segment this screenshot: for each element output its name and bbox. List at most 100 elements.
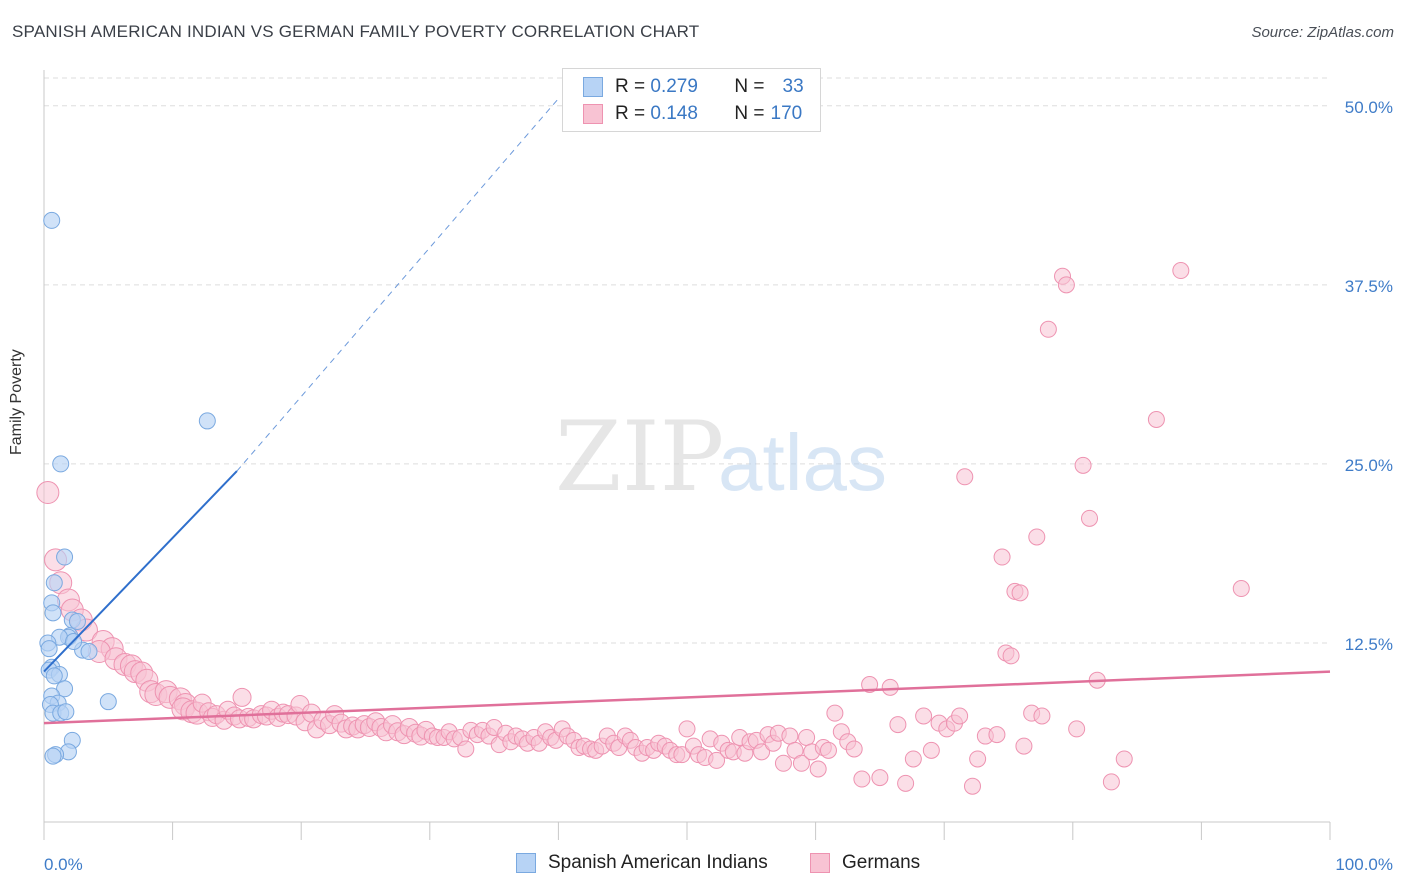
germans-point <box>36 481 60 505</box>
germans-point <box>853 770 871 788</box>
germans-point <box>889 716 907 734</box>
germans-point <box>1033 707 1051 725</box>
germans-point <box>792 754 810 772</box>
pink-swatch <box>583 104 603 124</box>
n-value: 33 <box>782 76 804 97</box>
spanish-american-indians-points <box>39 211 216 765</box>
spanish-american-indians-point <box>56 680 74 698</box>
pink-swatch <box>810 853 830 873</box>
grid-lines <box>44 77 1330 644</box>
r-label: R = <box>615 76 646 97</box>
n-value: 170 <box>770 103 803 124</box>
watermark: ZIP atlas <box>555 401 887 513</box>
y-tick-label: 12.5% <box>1345 635 1393 654</box>
trend-lines <box>43 98 1331 725</box>
germans-point <box>861 675 879 693</box>
germans-point <box>708 751 726 769</box>
germans-point <box>993 548 1011 566</box>
germans-point <box>1002 647 1020 665</box>
legend-label: Germans <box>842 852 921 873</box>
legend-item-germans[interactable]: Germans <box>810 852 920 874</box>
chart-title: SPANISH AMERICAN INDIAN VS GERMAN FAMILY… <box>12 22 700 41</box>
germans-point <box>969 750 987 768</box>
x-tick-label: 0.0% <box>44 855 83 874</box>
germans-point <box>826 704 844 722</box>
y-axis-label: Family Poverty <box>8 349 25 455</box>
germans-point <box>904 750 922 768</box>
r-value: 0.279 <box>650 76 698 97</box>
germans-point <box>457 740 475 758</box>
n-label: N = <box>734 76 765 97</box>
spanish-american-indians-point <box>57 703 75 721</box>
germans-point <box>678 720 696 738</box>
spanish-american-indians-point <box>198 412 216 430</box>
germans-point <box>753 743 771 761</box>
spanish-american-indians-point <box>45 667 63 685</box>
germans-point <box>1232 580 1250 598</box>
germans-point <box>922 741 940 759</box>
germans-point <box>1074 456 1092 474</box>
watermark-zip: ZIP <box>555 401 724 513</box>
germans-point <box>1102 773 1120 791</box>
y-tick-label: 25.0% <box>1345 456 1393 475</box>
axes <box>43 70 1331 840</box>
germans-point <box>1039 320 1057 338</box>
germans-point <box>988 726 1006 744</box>
germans-point <box>915 707 933 725</box>
germans-point <box>1115 750 1133 768</box>
watermark-atlas: atlas <box>718 418 887 507</box>
germans-point <box>963 777 981 795</box>
germans-point <box>951 707 969 725</box>
spanish-american-indians-point <box>40 640 58 658</box>
blue-swatch <box>516 853 536 873</box>
germans-point <box>1011 584 1029 602</box>
germans-point <box>897 774 915 792</box>
blue-swatch <box>583 77 603 97</box>
germans-point <box>798 728 816 746</box>
spanish-american-indians-point <box>52 455 70 473</box>
tick-labels: 12.5% 25.0% 37.5% 50.0% 0.0% 100.0% <box>44 98 1393 874</box>
germans-point <box>781 727 799 745</box>
source-label: Source: ZipAtlas.com <box>1251 24 1394 41</box>
germans-point <box>673 746 691 764</box>
r-label: R = <box>615 103 646 124</box>
legend-item-spanish-american-indians[interactable]: Spanish American Indians <box>516 852 768 874</box>
spanish-american-indians-point <box>99 693 117 711</box>
germans-point <box>232 687 252 707</box>
r-value: 0.148 <box>650 103 698 124</box>
germans-point <box>845 740 863 758</box>
spanish-american-indians-point <box>56 548 74 566</box>
y-tick-label: 37.5% <box>1345 277 1393 296</box>
spanish-american-indians-point <box>68 612 86 630</box>
spanish-american-indians-trend <box>43 470 238 673</box>
spanish-american-indians-point <box>44 604 62 622</box>
germans-point <box>871 769 889 787</box>
x-tick-label: 100.0% <box>1335 855 1393 874</box>
spanish-american-indians-point <box>80 643 98 661</box>
germans-points <box>36 262 1250 795</box>
germans-point <box>881 678 899 696</box>
germans-point <box>774 754 792 772</box>
germans-point <box>1015 737 1033 755</box>
germans-point <box>1147 411 1165 429</box>
germans-point <box>819 741 837 759</box>
correlation-legend: R = 0.279 N = 33 R = 0.148 N = 170 <box>562 68 821 132</box>
legend-row-blue: R = 0.279 N = 33 <box>583 75 804 99</box>
spanish-american-indians-point <box>44 747 62 765</box>
n-label: N = <box>734 103 765 124</box>
series-legend: Spanish American Indians Germans <box>0 852 1406 878</box>
y-tick-label: 50.0% <box>1345 98 1393 117</box>
germans-point <box>1057 276 1075 294</box>
spanish-american-indians-point <box>43 211 61 229</box>
germans-point <box>1028 528 1046 546</box>
germans-point <box>809 760 827 778</box>
legend-label: Spanish American Indians <box>548 852 768 873</box>
legend-row-pink: R = 0.148 N = 170 <box>583 102 802 126</box>
spanish-american-indians-point <box>45 574 63 592</box>
germans-point <box>1081 509 1099 527</box>
germans-point <box>1068 720 1086 738</box>
germans-point <box>1172 262 1190 280</box>
spanish-american-indians-trend-extension <box>236 98 559 472</box>
germans-point <box>956 468 974 486</box>
